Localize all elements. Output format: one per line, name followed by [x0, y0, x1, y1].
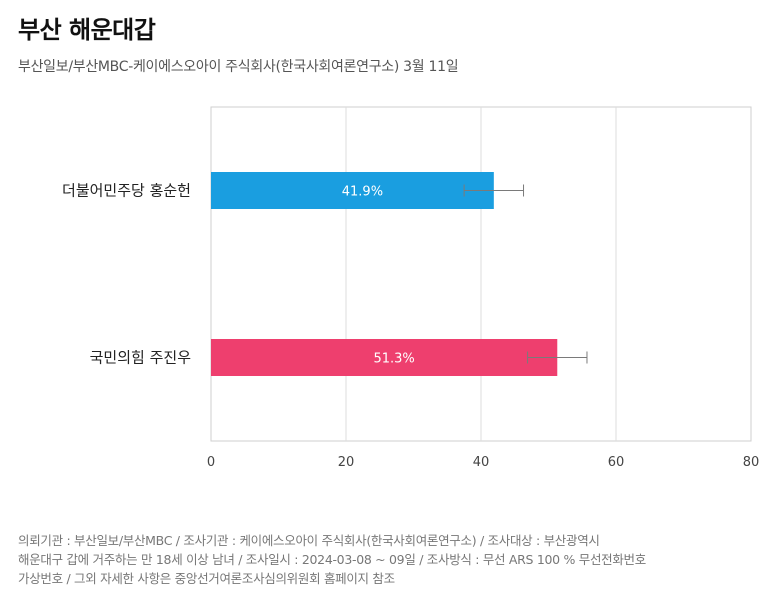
y-category-label: 국민의힘 주진우: [90, 349, 192, 367]
bar-value-label: 41.9%: [342, 185, 383, 200]
footnote: 의뢰기관 : 부산일보/부산MBC / 조사기관 : 케이에스오아이 주식회사(…: [18, 531, 763, 588]
bar: [211, 172, 494, 209]
footnote-line-1: 의뢰기관 : 부산일보/부산MBC / 조사기관 : 케이에스오아이 주식회사(…: [18, 533, 600, 548]
footnote-line-3: 가상번호 / 그외 자세한 사항은 중앙선거여론조사심의위원회 홈페이지 참조: [18, 571, 395, 586]
x-tick-label: 20: [338, 455, 355, 470]
bar-value-label: 51.3%: [373, 352, 414, 367]
x-tick-label: 0: [207, 455, 215, 470]
x-tick-label: 60: [608, 455, 625, 470]
bar-chart: 0 20 40 60 80 더불어민주당 홍순헌 41.9% 국민의힘 주진우 51.3%: [62, 106, 760, 470]
y-category-label: 더불어민주당 홍순헌: [62, 182, 191, 200]
bar: [211, 339, 558, 376]
footnote-line-2: 해운대구 갑에 거주하는 만 18세 이상 남녀 / 조사일시 : 2024-0…: [18, 552, 646, 567]
chart-title: 부산 해운대갑: [18, 16, 156, 44]
chart-subtitle: 부산일보/부산MBC-케이에스오아이 주식회사(한국사회여론연구소) 3월 11…: [18, 59, 459, 75]
x-tick-label: 80: [743, 455, 760, 470]
x-tick-label: 40: [473, 455, 490, 470]
